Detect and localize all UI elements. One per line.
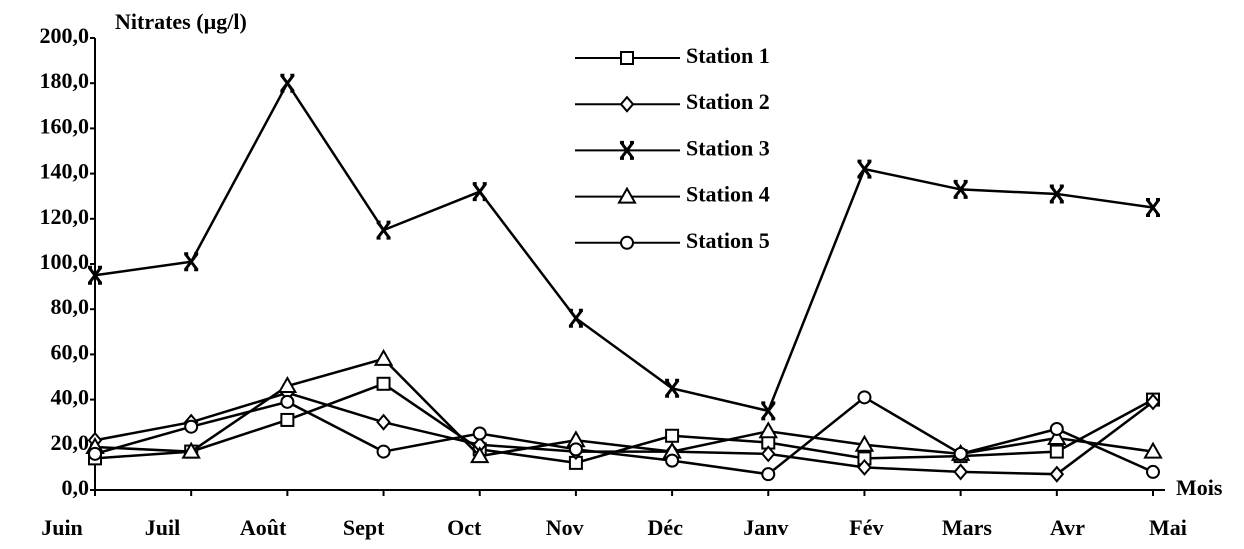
marker (1143, 441, 1163, 459)
marker (472, 182, 487, 202)
legend-label: Station 1 (686, 43, 770, 68)
x-tick-label: Oct (447, 515, 482, 540)
legend-marker (617, 186, 637, 204)
marker (953, 179, 968, 199)
marker (664, 378, 680, 398)
marker (1145, 393, 1161, 411)
legend-marker (619, 140, 635, 160)
marker (280, 412, 295, 427)
marker (280, 394, 295, 409)
y-tick-label: 100,0 (40, 249, 90, 274)
marker (183, 252, 199, 272)
marker (760, 445, 776, 463)
marker (665, 428, 680, 443)
y-tick-label: 40,0 (51, 385, 90, 410)
x-tick-label: Mars (942, 515, 993, 540)
marker (376, 444, 391, 459)
marker (761, 401, 776, 421)
marker (88, 446, 102, 461)
marker (181, 441, 201, 459)
marker (857, 458, 872, 476)
marker (280, 73, 295, 93)
x-tick-label: Juin (41, 515, 83, 540)
marker (376, 413, 391, 431)
marker (758, 421, 778, 439)
marker (277, 376, 298, 394)
marker (953, 446, 968, 461)
y-tick-label: 80,0 (51, 294, 90, 319)
marker (1049, 184, 1065, 204)
x-tick-label: Janv (743, 515, 788, 540)
marker (376, 220, 391, 240)
legend-marker (619, 95, 635, 113)
x-tick-label: Nov (546, 515, 584, 540)
series-line (94, 80, 1154, 413)
series-line (94, 391, 1154, 476)
x-tick-label: Fév (849, 515, 883, 540)
marker (1146, 464, 1160, 479)
y-tick-label: 120,0 (40, 204, 90, 229)
marker (857, 390, 872, 405)
marker (761, 467, 776, 482)
marker (184, 419, 199, 434)
y-tick-label: 20,0 (51, 430, 90, 455)
marker (470, 446, 490, 464)
y-tick-label: 60,0 (51, 339, 90, 364)
marker (1145, 198, 1161, 217)
y-tick-label: 160,0 (40, 113, 90, 138)
legend-marker (620, 235, 634, 250)
legend-label: Station 2 (686, 89, 770, 114)
x-tick-label: Déc (648, 515, 684, 540)
marker (376, 376, 391, 391)
y-axis-label: Nitrates (µg/l) (115, 9, 247, 34)
marker (87, 265, 103, 285)
series-line (94, 382, 1154, 465)
marker (665, 453, 680, 468)
legend-label: Station 5 (686, 228, 770, 253)
legend-label: Station 3 (686, 135, 770, 160)
legend-label: Station 4 (686, 182, 770, 207)
marker (568, 308, 584, 328)
marker (373, 348, 394, 366)
y-tick-label: 200,0 (40, 23, 90, 48)
marker (854, 434, 875, 452)
x-tick-label: Mai (1149, 515, 1187, 540)
x-tick-label: Sept (343, 515, 385, 540)
marker (953, 463, 968, 481)
y-tick-label: 140,0 (40, 159, 90, 184)
x-tick-label: Avr (1050, 515, 1085, 540)
marker (1049, 421, 1064, 436)
legend-marker (620, 51, 634, 65)
marker (1049, 444, 1064, 459)
marker (472, 426, 487, 441)
marker (857, 159, 872, 179)
series-line (94, 357, 1154, 458)
y-tick-label: 180,0 (40, 68, 90, 93)
x-axis-label: Mois (1176, 475, 1223, 500)
marker (568, 442, 583, 457)
x-tick-label: Juil (145, 515, 180, 540)
marker (1049, 465, 1065, 483)
y-tick-label: 0,0 (62, 475, 90, 500)
x-tick-label: Août (240, 515, 287, 540)
series-line (94, 395, 1154, 476)
marker (1047, 428, 1067, 446)
